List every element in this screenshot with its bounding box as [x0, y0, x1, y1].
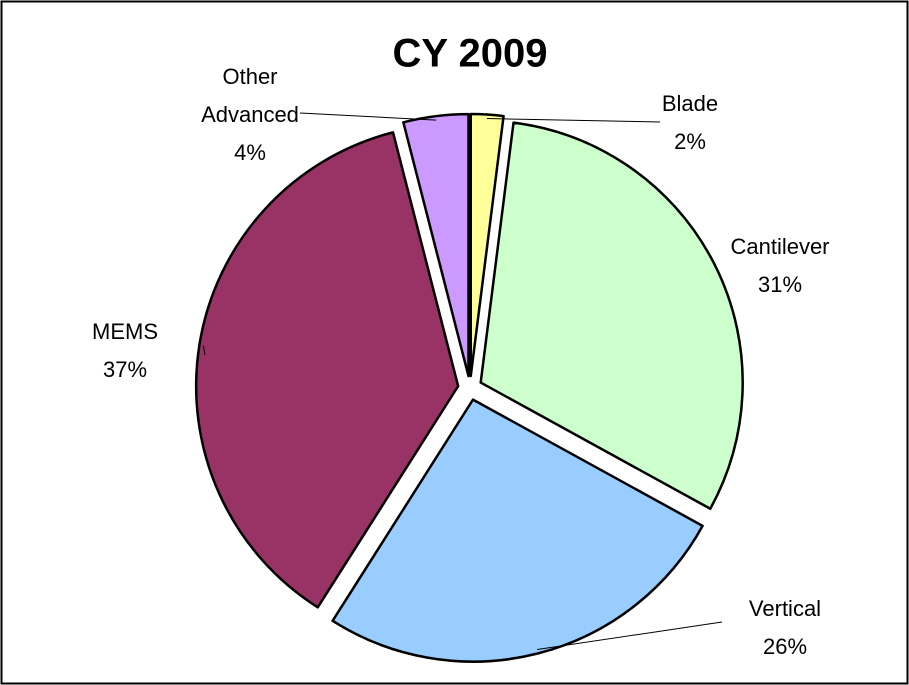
category-label: Other Advanced — [201, 64, 299, 127]
category-label: Vertical — [748, 596, 822, 621]
pie-slice — [479, 121, 744, 511]
leader-line — [486, 118, 661, 123]
slice-label: Vertical 26% — [720, 590, 850, 666]
category-label: Cantilever — [730, 234, 830, 259]
slice-label: MEMS 37% — [60, 313, 190, 389]
value-label: 2% — [674, 129, 706, 154]
leader-line — [537, 621, 723, 651]
value-label: 4% — [234, 140, 266, 165]
value-label: 26% — [762, 634, 808, 659]
pie-slice — [194, 131, 460, 609]
category-label: MEMS — [92, 319, 158, 344]
slice-label: Cantilever 31% — [715, 228, 845, 304]
value-label: 31% — [757, 272, 803, 297]
pie-slice — [331, 398, 704, 663]
pie-slice — [469, 112, 505, 378]
slice-label: Blade 2% — [625, 85, 755, 161]
pie-slice — [402, 112, 470, 378]
chart-title: CY 2009 — [393, 32, 548, 76]
slice-label: Other Advanced 4% — [195, 58, 305, 172]
category-label: Blade — [661, 91, 719, 116]
leader-line — [202, 345, 206, 356]
leader-line — [299, 112, 437, 121]
value-label: 37% — [102, 357, 148, 382]
